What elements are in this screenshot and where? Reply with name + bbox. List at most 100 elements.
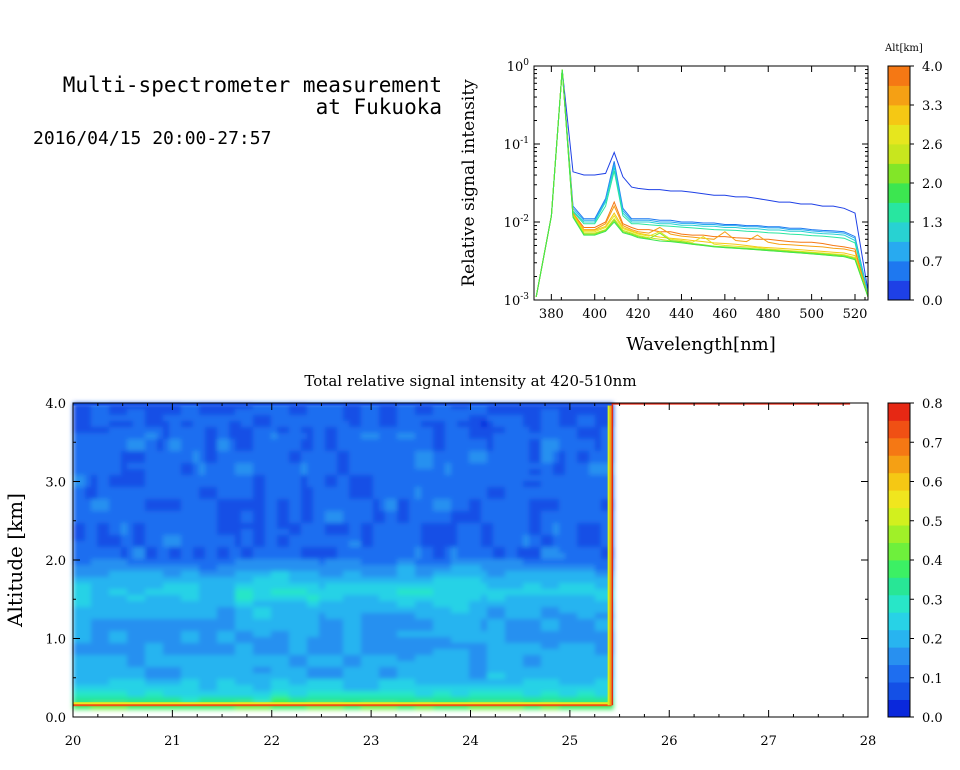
heatmap-cell: [145, 661, 152, 668]
heatmap-cell: [379, 685, 386, 692]
heatmap-cell: [313, 583, 320, 590]
heatmap-cell: [577, 547, 584, 554]
heatmap-cell: [517, 565, 524, 572]
heatmap-cell: [217, 697, 224, 704]
heatmap-cell: [337, 535, 344, 542]
heatmap-cell: [397, 523, 404, 530]
heatmap-cell: [343, 613, 350, 620]
heatmap-cell: [283, 499, 290, 506]
heatmap-cell: [487, 439, 494, 446]
heatmap-cell: [379, 589, 386, 596]
heatmap-cell: [367, 547, 374, 554]
heatmap-cell: [307, 691, 314, 698]
heatmap-cell: [241, 607, 248, 614]
heatmap-cell: [205, 511, 212, 518]
heatmap-cell: [175, 607, 182, 614]
heatmap-cell: [103, 481, 110, 488]
heatmap-cell: [253, 619, 260, 626]
heatmap-cell: [601, 655, 608, 662]
heatmap-cell: [193, 613, 200, 620]
heatmap-cell: [235, 421, 242, 428]
heatmap-cell: [301, 619, 308, 626]
heatmap-cell: [127, 571, 134, 578]
heatmap-cell: [529, 475, 536, 482]
heatmap-cell: [601, 631, 608, 638]
heatmap-cell: [247, 421, 254, 428]
heatmap-cell: [379, 403, 386, 410]
heatmap-cell: [583, 571, 590, 578]
heatmap-cell: [283, 595, 290, 602]
heatmap-cell: [379, 643, 386, 650]
heatmap-cell: [403, 457, 410, 464]
heatmap-cell: [421, 409, 428, 416]
heatmap-cell: [601, 493, 608, 500]
heatmap-cell: [577, 475, 584, 482]
heatmap-cell: [199, 511, 206, 518]
heatmap-cell: [595, 403, 602, 410]
heatmap-x-tick-label: 22: [263, 734, 280, 749]
heatmap-cell: [193, 577, 200, 584]
heatmap-cell: [157, 583, 164, 590]
heatmap-cell: [229, 535, 236, 542]
heatmap-cell: [283, 415, 290, 422]
heatmap-cell: [373, 427, 380, 434]
heatmap-cell: [535, 529, 542, 536]
intensity-colorbar-segment: [888, 507, 910, 526]
heatmap-cell: [517, 481, 524, 488]
heatmap-cell: [295, 457, 302, 464]
heatmap-cell: [265, 523, 272, 530]
heatmap-cell: [73, 523, 80, 530]
heatmap-cell: [223, 625, 230, 632]
heatmap-cell: [595, 637, 602, 644]
heatmap-cell: [229, 529, 236, 536]
heatmap-cell: [205, 421, 212, 428]
heatmap-cell: [97, 475, 104, 482]
heatmap-cell: [421, 493, 428, 500]
heatmap-cell: [133, 451, 140, 458]
heatmap-cell: [523, 439, 530, 446]
heatmap-cell: [415, 433, 422, 440]
heatmap-cell: [163, 439, 170, 446]
heatmap-cell: [547, 571, 554, 578]
heatmap-cell: [469, 547, 476, 554]
heatmap-cell: [499, 625, 506, 632]
heatmap-cell: [277, 559, 284, 566]
heatmap-cell: [199, 433, 206, 440]
heatmap-cell: [361, 445, 368, 452]
heatmap-cell: [331, 625, 338, 632]
heatmap-cell: [547, 481, 554, 488]
heatmap-cell: [241, 613, 248, 620]
heatmap-cell: [493, 661, 500, 668]
heatmap-cell: [529, 547, 536, 554]
heatmap-cell: [565, 403, 572, 410]
heatmap-cell: [397, 655, 404, 662]
heatmap-cell: [517, 421, 524, 428]
heatmap-cell: [85, 637, 92, 644]
heatmap-cell: [319, 601, 326, 608]
heatmap-cell: [133, 595, 140, 602]
heatmap-cell: [385, 565, 392, 572]
heatmap-cell: [529, 697, 536, 704]
heatmap-cell: [511, 547, 518, 554]
heatmap-cell: [127, 439, 134, 446]
heatmap-cell: [79, 697, 86, 704]
heatmap-cell: [205, 487, 212, 494]
heatmap-cell: [427, 421, 434, 428]
heatmap-cell: [169, 637, 176, 644]
heatmap-cell: [133, 517, 140, 524]
heatmap-cell: [331, 523, 338, 530]
heatmap-cell: [217, 649, 224, 656]
heatmap-cell: [217, 499, 224, 506]
heatmap-cell: [337, 643, 344, 650]
heatmap-cell: [127, 499, 134, 506]
heatmap-cell: [523, 475, 530, 482]
heatmap-cell: [379, 595, 386, 602]
heatmap-cell: [379, 511, 386, 518]
heatmap-cell: [499, 493, 506, 500]
heatmap-cell: [463, 619, 470, 626]
heatmap-cell: [91, 595, 98, 602]
heatmap-cell: [247, 679, 254, 686]
heatmap-cell: [127, 505, 134, 512]
heatmap-cell: [235, 487, 242, 494]
heatmap-cell: [79, 523, 86, 530]
